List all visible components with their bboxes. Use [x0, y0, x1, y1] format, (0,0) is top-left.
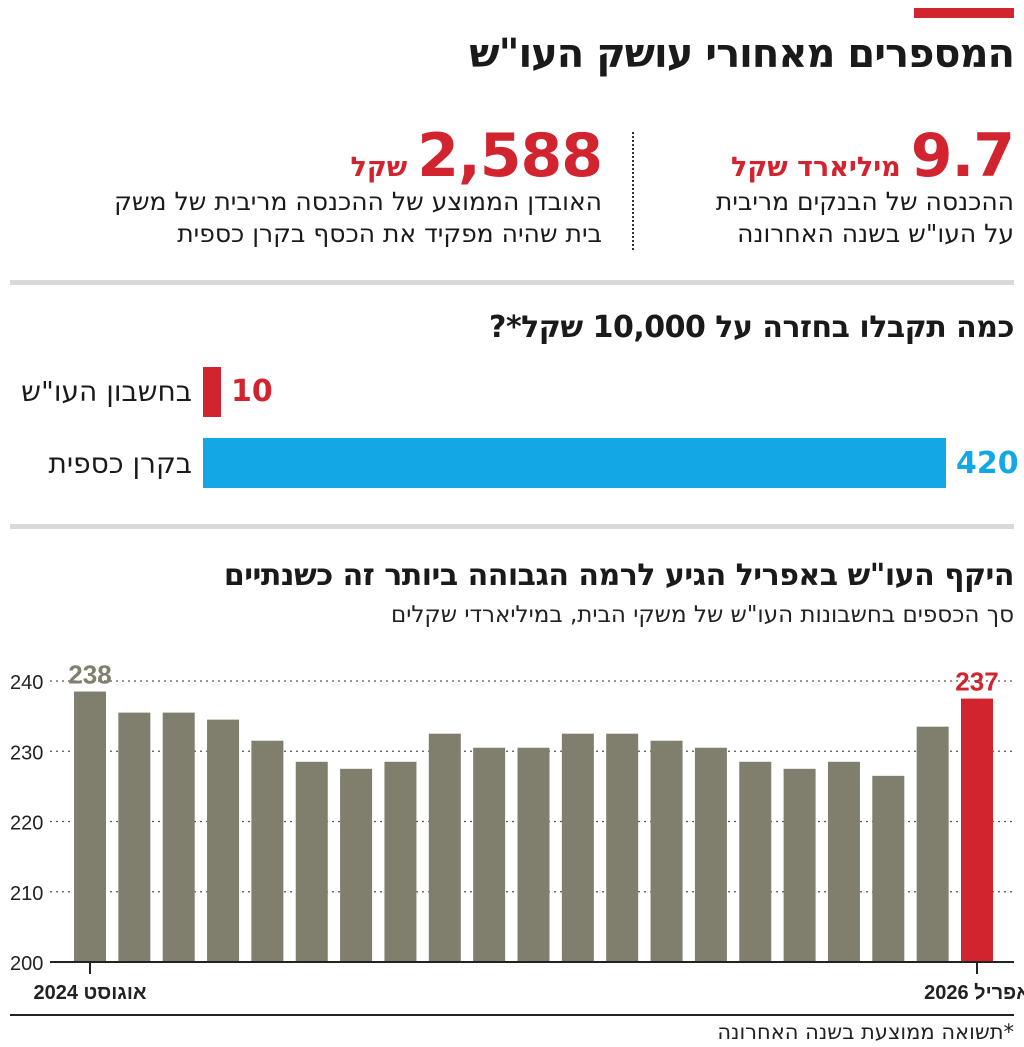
- bar: [561, 733, 594, 962]
- y-tick-label: 240: [10, 672, 43, 694]
- bar: [207, 719, 240, 962]
- bar: [118, 712, 151, 962]
- y-tick-label: 230: [10, 742, 43, 764]
- section-separator: [10, 524, 1014, 529]
- stat-bank-income: 9.7מיליארד שקל ההכנסה של הבנקים מריבית ע…: [715, 126, 1015, 250]
- bar: [827, 761, 860, 962]
- bar: [251, 740, 284, 962]
- section-separator: [10, 280, 1014, 285]
- bar: [162, 712, 195, 962]
- bar: [606, 733, 639, 962]
- history-section-title: היקף העו"ש באפריל הגיע לרמה הגבוהה ביותר…: [223, 558, 1015, 593]
- return-label-money-fund: בקרן כספית: [48, 447, 192, 480]
- bar: [783, 768, 816, 962]
- bar: [694, 747, 727, 962]
- return-value-checking: 10: [231, 374, 273, 409]
- return-label-checking: בחשבון העו"ש: [21, 375, 192, 408]
- bar: [961, 698, 993, 962]
- page-title: המספרים מאחורי עושק העו"ש: [469, 31, 1015, 77]
- stat-number: 9.7: [910, 121, 1015, 191]
- bar: [739, 761, 772, 962]
- bar: [74, 691, 106, 962]
- balance-bar-chart: 200 210 220 230 240 238 237 אוגוסט 2024 אפריל 20…: [10, 660, 1024, 1004]
- bar: [650, 740, 683, 962]
- bar: [295, 761, 328, 962]
- stat-unit: שקל: [350, 152, 408, 183]
- return-section-title: כמה תקבלו בחזרה על 10,000 שקל*?: [489, 310, 1014, 345]
- bar: [428, 733, 461, 962]
- stat-number: 2,588: [417, 121, 603, 191]
- data-label: 238: [68, 660, 111, 690]
- stat-description-line: ההכנסה של הבנקים מריבית: [715, 187, 1014, 216]
- history-section-subtitle: סך הכספים בחשבונות העו"ש של משקי הבית, ב…: [390, 602, 1014, 628]
- return-value-money-fund: 420: [956, 446, 1019, 481]
- y-tick-label: 200: [10, 953, 43, 975]
- y-tick-label: 220: [10, 813, 43, 835]
- accent-line: [914, 8, 1014, 18]
- bar: [384, 761, 417, 962]
- bar: [517, 747, 550, 962]
- return-bar-money-fund: [203, 438, 946, 488]
- stat-description-line: האובדן הממוצע של ההכנסה מריבית של משק: [114, 187, 602, 216]
- stat-description-line: בית שהיה מפקיד את הכסף בקרן כספית: [177, 219, 602, 248]
- data-label: 237: [955, 667, 998, 697]
- bar: [340, 768, 373, 962]
- return-bar-checking: [203, 367, 221, 417]
- bar: [916, 726, 949, 962]
- footer-rule: [10, 1014, 1014, 1016]
- stat-household-loss: 2,588שקל האובדן הממוצע של ההכנסה מריבית …: [114, 126, 603, 250]
- x-tick-label: אוגוסט 2024: [33, 982, 146, 1004]
- dotted-divider: [632, 132, 634, 250]
- footnote: *תשואה ממוצעת בשנה האחרונה: [717, 1020, 1014, 1044]
- x-tick-label: אפריל 2026: [924, 982, 1024, 1004]
- bar: [872, 775, 905, 962]
- bar: [473, 747, 506, 962]
- stat-description-line: על העו"ש בשנה האחרונה: [737, 219, 1014, 248]
- y-tick-label: 210: [10, 883, 43, 905]
- stat-unit: מיליארד שקל: [731, 152, 901, 183]
